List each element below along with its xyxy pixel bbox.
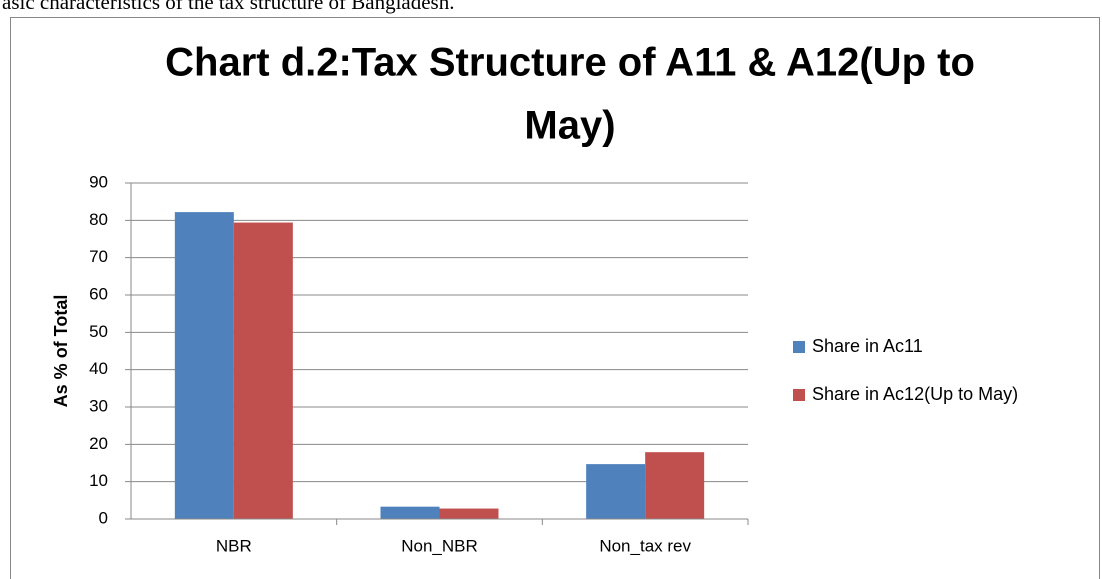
y-tick-label: 0 bbox=[99, 508, 108, 527]
bar bbox=[233, 222, 293, 519]
chart-title: May) bbox=[524, 104, 615, 148]
bar bbox=[174, 212, 234, 519]
y-tick-label: 60 bbox=[89, 284, 108, 303]
y-axis-label: As % of Total bbox=[51, 295, 71, 408]
context-text: asic characteristics of the tax structur… bbox=[2, 0, 454, 14]
legend-swatch bbox=[793, 389, 805, 401]
y-tick-label: 50 bbox=[89, 322, 108, 341]
y-tick-label: 80 bbox=[89, 210, 108, 229]
y-tick-label: 10 bbox=[89, 471, 108, 490]
y-tick-label: 70 bbox=[89, 247, 108, 266]
bar bbox=[586, 464, 646, 519]
y-tick-label: 90 bbox=[89, 172, 108, 191]
bar bbox=[380, 506, 440, 519]
legend-label: Share in Ac11 bbox=[812, 336, 923, 356]
x-tick-label: Non_tax rev bbox=[599, 536, 691, 555]
x-tick-label: Non_NBR bbox=[401, 536, 478, 555]
y-tick-label: 30 bbox=[89, 396, 108, 415]
bar bbox=[645, 452, 705, 519]
y-tick-label: 40 bbox=[89, 359, 108, 378]
y-tick-label: 20 bbox=[89, 434, 108, 453]
legend-swatch bbox=[793, 341, 805, 353]
bar bbox=[439, 508, 499, 519]
chart-frame bbox=[10, 17, 1100, 579]
chart-title: Chart d.2:Tax Structure of A11 & A12(Up … bbox=[165, 41, 975, 85]
x-tick-label: NBR bbox=[216, 536, 252, 555]
legend-label: Share in Ac12(Up to May) bbox=[812, 384, 1018, 404]
